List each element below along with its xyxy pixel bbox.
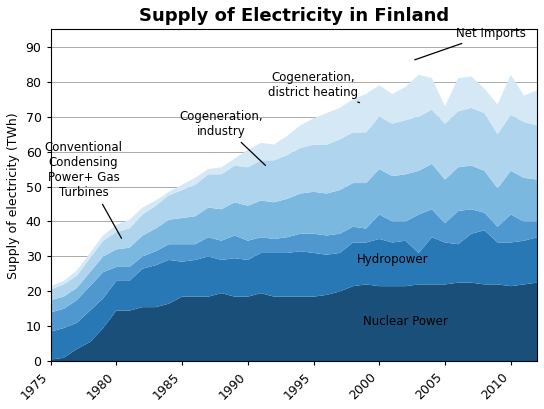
Text: Cogeneration,
industry: Cogeneration, industry: [180, 110, 265, 165]
Text: Conventional
Condensing
Power+ Gas
Turbines: Conventional Condensing Power+ Gas Turbi…: [45, 141, 122, 238]
Text: Nuclear Power: Nuclear Power: [363, 315, 448, 328]
Text: Hydropower: Hydropower: [357, 254, 428, 266]
Title: Supply of Electricity in Finland: Supply of Electricity in Finland: [139, 7, 449, 25]
Y-axis label: Supply of electricity (TWh): Supply of electricity (TWh): [7, 112, 20, 279]
Text: Net Imports: Net Imports: [415, 27, 526, 60]
Text: Cogeneration,
district heating: Cogeneration, district heating: [268, 71, 360, 103]
